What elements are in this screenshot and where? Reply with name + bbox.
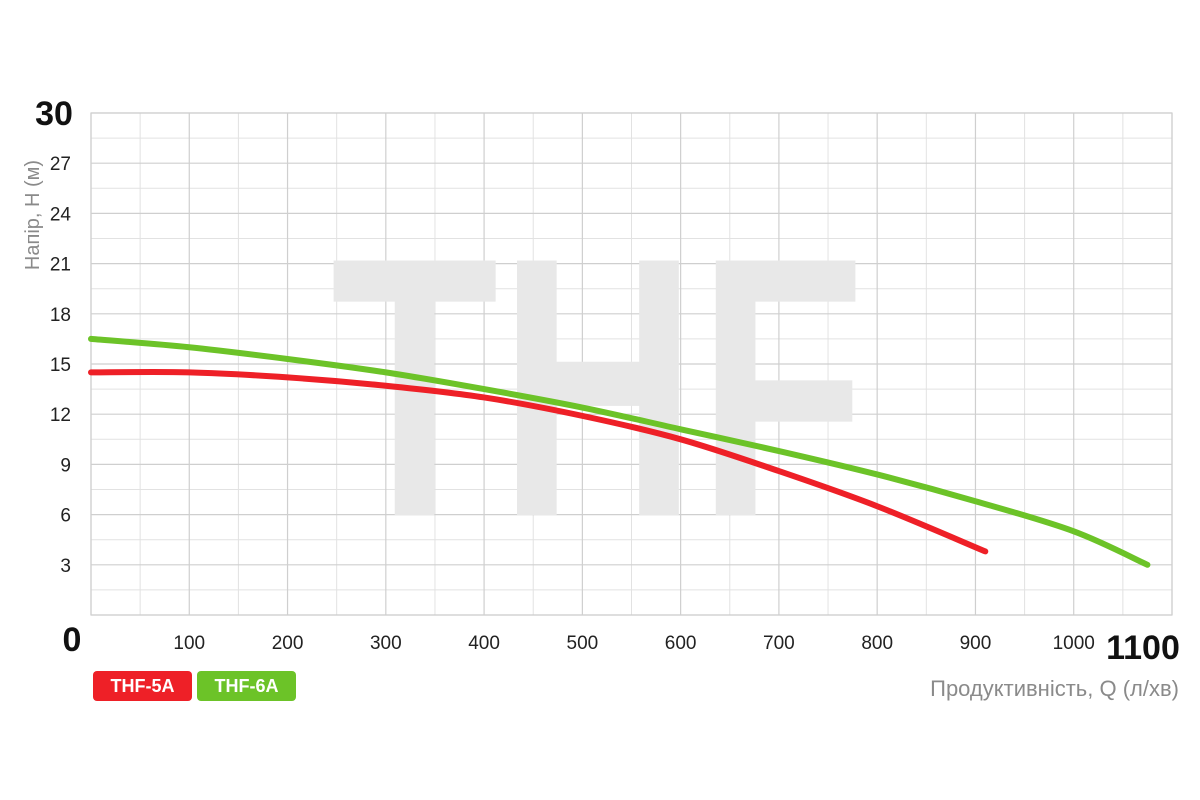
legend-item-thf-5a: THF-5A	[93, 671, 192, 701]
x-tick-label: 1100	[1106, 629, 1180, 667]
y-tick-label: 12	[50, 405, 71, 426]
x-tick-label: 900	[960, 633, 992, 654]
x-tick-label: 300	[370, 633, 402, 654]
x-tick-label: 1000	[1053, 633, 1095, 654]
y-tick-label: 9	[60, 455, 71, 476]
series-layer	[88, 335, 1151, 568]
y-tick-label: 3	[60, 556, 71, 577]
y-tick-label: 30	[35, 95, 73, 133]
legend-item-thf-6a: THF-6A	[197, 671, 296, 701]
x-tick-label: 200	[272, 633, 304, 654]
y-tick-label: 15	[50, 355, 71, 376]
x-axis-title: Продуктивність, Q (л/хв)	[930, 676, 1179, 701]
x-tick-label: 800	[861, 633, 893, 654]
y-tick-label: 27	[50, 154, 71, 175]
series-line-thf-5a	[88, 368, 989, 555]
x-tick-labels: 100 200 300 400 500 600 700 800 900 1000 1100	[173, 629, 1179, 667]
plot-frame	[90, 112, 1173, 616]
x-tick-label: 500	[567, 633, 599, 654]
y-tick-label: 18	[50, 305, 71, 326]
series-line-thf-6a	[88, 335, 1151, 568]
x-tick-label: 700	[763, 633, 795, 654]
y-tick-label: 24	[50, 204, 72, 225]
y-tick-label: 0	[63, 621, 82, 659]
x-tick-label: 400	[468, 633, 500, 654]
x-tick-label: 100	[173, 633, 205, 654]
y-tick-labels: 0 3 6 9 12 15 18 21 24 27 30	[35, 95, 81, 659]
x-tick-label: 600	[665, 633, 697, 654]
grid-minor	[91, 113, 1172, 615]
y-tick-label: 21	[50, 255, 71, 276]
y-tick-label: 6	[60, 506, 71, 527]
y-axis-title: Напір, Н (м)	[22, 160, 44, 270]
